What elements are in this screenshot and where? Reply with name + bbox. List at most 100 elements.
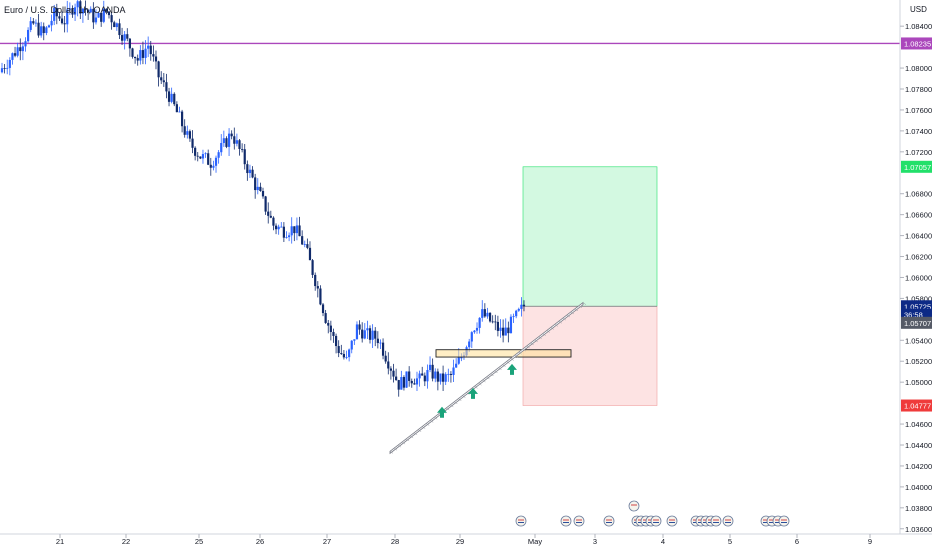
candle-body <box>100 12 103 22</box>
candle-body <box>295 225 299 234</box>
candle-body <box>285 237 288 238</box>
candle-body <box>400 377 403 390</box>
candle-body <box>483 309 486 317</box>
trend-line-hatch <box>482 379 486 383</box>
trend-line-hatch <box>434 417 438 420</box>
candle-body <box>209 164 212 168</box>
candle-body <box>301 236 304 245</box>
candle-body <box>486 312 489 317</box>
plot-background <box>0 0 900 534</box>
candle-body <box>288 235 291 238</box>
candle-body <box>175 104 178 113</box>
trend-line-hatch <box>462 395 466 398</box>
candle-body <box>11 53 14 60</box>
currency-label: USD <box>910 5 927 14</box>
candle-body <box>58 16 61 19</box>
candle-body <box>238 140 241 150</box>
candle-body <box>3 68 6 69</box>
economic-event-icon[interactable] <box>628 500 640 512</box>
candle-body <box>264 196 267 212</box>
target-zone[interactable] <box>522 166 658 307</box>
price-tick-label: 1.06200 <box>905 253 932 262</box>
candle-body <box>384 355 387 362</box>
candle-body <box>66 9 69 25</box>
trend-line-hatch <box>466 392 470 395</box>
trend-line-hatch <box>454 401 458 405</box>
trend-line-hatch <box>502 364 506 367</box>
economic-event-icon[interactable] <box>573 515 585 527</box>
candle-body <box>167 91 171 102</box>
candle-body <box>376 338 379 344</box>
candle-body <box>170 93 173 102</box>
price-label-badge <box>901 37 932 50</box>
candle-body <box>308 247 312 261</box>
candle-body <box>113 22 116 28</box>
candle-body <box>522 304 526 307</box>
time-tick-label: 22 <box>122 537 130 546</box>
candle-body <box>348 349 351 358</box>
candle-body <box>55 7 58 17</box>
price-label-badge <box>901 399 932 412</box>
candle-body <box>152 54 155 57</box>
time-tick-label: 21 <box>56 537 64 546</box>
economic-event-icon[interactable] <box>710 515 722 527</box>
price-tick-label: 1.07600 <box>905 106 932 115</box>
candle-body <box>413 383 416 385</box>
trend-line-hatch <box>446 407 450 411</box>
candle-body <box>227 133 231 147</box>
economic-event-icon[interactable] <box>650 515 662 527</box>
candle-body <box>147 45 150 49</box>
price-tick-label: 1.07800 <box>905 85 932 94</box>
candle-body <box>452 367 455 375</box>
economic-event-icon[interactable] <box>603 515 615 527</box>
economic-event-icon[interactable] <box>722 515 734 527</box>
price-tick-label: 1.07400 <box>905 127 932 136</box>
symbol-title: Euro / U.S. Dollar, 1h, OANDA <box>4 5 126 15</box>
candle-body <box>248 169 252 174</box>
time-tick-label: 3 <box>593 537 597 546</box>
candle-body <box>162 80 165 83</box>
candle-body <box>37 22 40 36</box>
candle-body <box>499 327 502 331</box>
price-axis[interactable]: 1.08400 1.08000 1.07800 1.07600 1.07400 1.072… <box>900 22 932 534</box>
candle-body <box>123 34 126 41</box>
candle-body <box>496 321 499 331</box>
candle-body <box>105 8 108 12</box>
candle-body <box>324 313 327 323</box>
economic-event-icon[interactable] <box>560 515 572 527</box>
economic-event-icon[interactable] <box>515 515 527 527</box>
candle-body <box>355 324 359 340</box>
trend-line-hatch <box>498 367 502 370</box>
candle-body <box>520 304 523 309</box>
time-tick-label: 6 <box>795 537 799 546</box>
price-tick-label: 1.06800 <box>905 190 932 199</box>
candle-body <box>45 27 48 34</box>
candle-body <box>306 244 309 248</box>
trend-line-hatch <box>534 339 538 343</box>
trend-line-hatch <box>570 311 575 315</box>
candle-body <box>183 126 186 135</box>
candle-body <box>337 346 340 354</box>
candle-body <box>494 321 497 323</box>
candle-body <box>27 29 30 42</box>
support-zone-rectangle[interactable] <box>435 349 572 358</box>
candle-body <box>87 10 90 13</box>
time-tick-label: 27 <box>323 537 331 546</box>
candle-body <box>50 20 53 26</box>
candle-body <box>468 341 471 348</box>
candle-body <box>379 342 382 344</box>
price-label-text: 1.07057 <box>904 163 931 172</box>
economic-event-icon[interactable] <box>778 515 790 527</box>
candle-body <box>314 274 317 287</box>
candle-body <box>455 363 458 368</box>
candle-body <box>199 156 202 159</box>
price-tick-label: 1.05800 <box>905 294 932 303</box>
event-flag-icon <box>515 515 527 527</box>
economic-event-icon[interactable] <box>666 515 678 527</box>
candle-body <box>251 169 254 178</box>
candle-body <box>363 330 366 339</box>
time-axis[interactable]: 21 22 25 26 27 28 29 May 3 4 5 6 9 <box>56 534 872 546</box>
candle-body <box>118 23 121 36</box>
